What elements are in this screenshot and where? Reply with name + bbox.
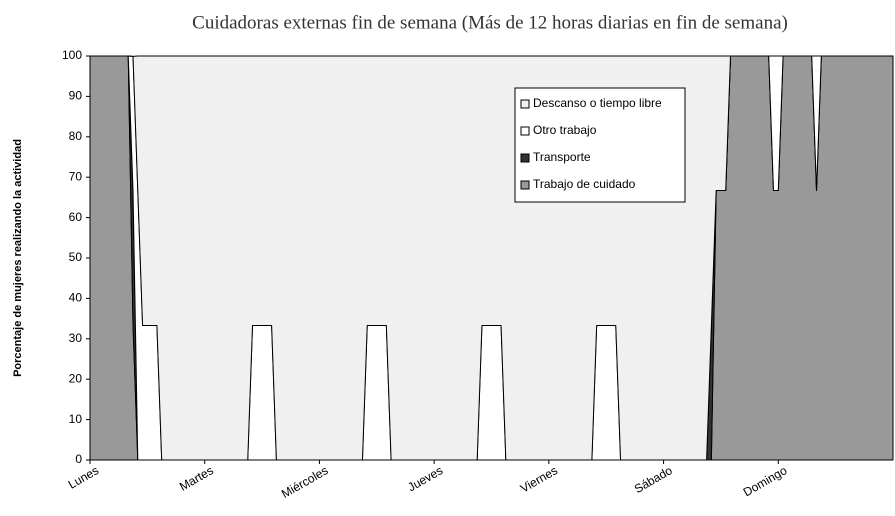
legend-label: Otro trabajo xyxy=(533,123,597,137)
y-tick-label: 100 xyxy=(62,48,82,62)
y-tick-label: 60 xyxy=(69,210,83,224)
y-tick-label: 70 xyxy=(69,169,83,183)
x-tick-label: Sábado xyxy=(632,463,675,496)
y-tick-label: 20 xyxy=(69,371,83,385)
y-axis-label: Porcentaje de mujeres realizando la acti… xyxy=(12,139,24,377)
legend: Descanso o tiempo libre Otro trabajo Trans… xyxy=(514,87,686,203)
legend-box xyxy=(514,87,686,203)
x-tick-label: Martes xyxy=(177,463,216,493)
legend-swatch xyxy=(520,126,530,136)
y-tick-label: 0 xyxy=(75,452,82,466)
y-tick-label: 80 xyxy=(69,129,83,143)
legend-swatch xyxy=(520,180,530,190)
x-tick-label: Miércoles xyxy=(279,463,330,501)
y-tick-label: 10 xyxy=(69,412,83,426)
x-tick-label: Lunes xyxy=(66,463,101,491)
legend-swatch xyxy=(520,99,530,109)
y-tick-label: 50 xyxy=(69,250,83,264)
x-tick-label: Jueves xyxy=(405,463,445,494)
y-tick-label: 40 xyxy=(69,291,83,305)
legend-label: Descanso o tiempo libre xyxy=(533,96,662,110)
chart-title: Cuidadoras externas fin de semana (Más d… xyxy=(192,12,788,33)
y-tick-label: 90 xyxy=(69,89,83,103)
x-tick-label: Viernes xyxy=(518,463,560,495)
legend-label: Trabajo de cuidado xyxy=(533,177,636,191)
legend-label: Transporte xyxy=(533,150,591,164)
x-tick-label: Domingo xyxy=(741,463,790,499)
y-tick-label: 30 xyxy=(69,331,83,345)
legend-swatch xyxy=(520,153,530,163)
area xyxy=(89,55,894,461)
